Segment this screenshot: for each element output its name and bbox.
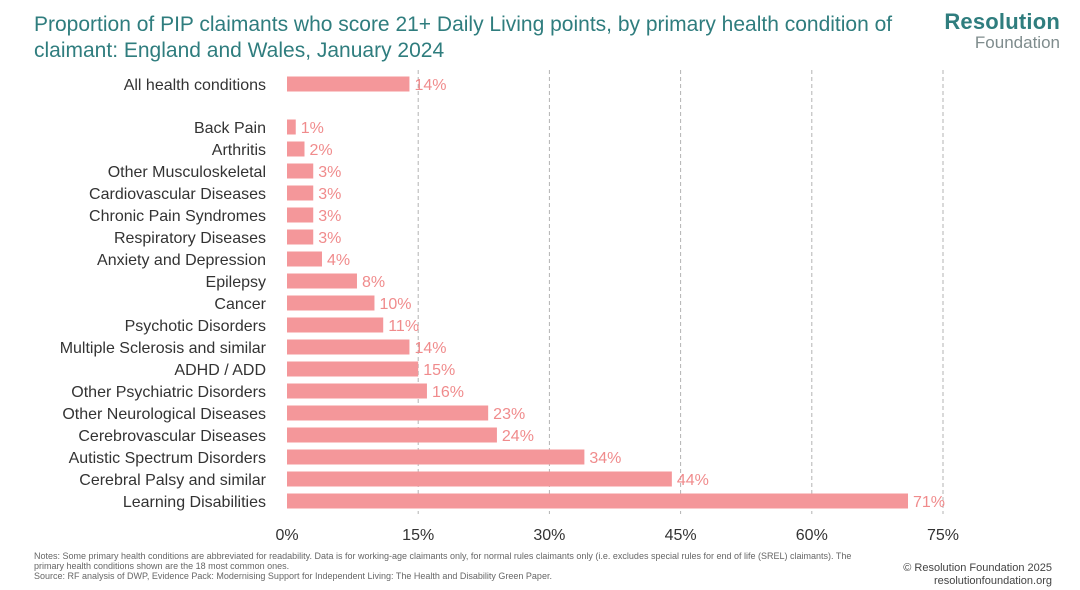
bar <box>287 471 672 487</box>
category-label: Other Musculoskeletal <box>108 164 266 181</box>
category-label: Psychotic Disorders <box>125 318 266 335</box>
category-label: Other Neurological Diseases <box>62 406 266 423</box>
bar <box>287 185 314 201</box>
footnotes: Notes: Some primary health conditions ar… <box>34 551 874 581</box>
category-label: Cardiovascular Diseases <box>89 186 266 203</box>
data-label: 44% <box>677 472 709 489</box>
website-text: resolutionfoundation.org <box>933 575 1052 587</box>
bar <box>287 273 357 289</box>
data-label: 4% <box>327 252 350 269</box>
source-text: Source: RF analysis of DWP, Evidence Pac… <box>34 571 552 581</box>
category-label: Respiratory Diseases <box>114 230 266 247</box>
data-label: 3% <box>318 186 341 203</box>
bar <box>287 119 296 135</box>
bar <box>287 76 410 92</box>
data-label: 24% <box>502 428 534 445</box>
bar <box>287 251 322 267</box>
resolution-foundation-logo: Resolution Foundation <box>944 10 1060 52</box>
logo-word-foundation: Foundation <box>974 33 1060 52</box>
x-tick-label: 0% <box>275 527 298 544</box>
bar <box>287 427 497 443</box>
bar <box>287 207 314 223</box>
data-label: 14% <box>414 77 446 94</box>
copyright-text: © Resolution Foundation 2025 <box>903 562 1052 574</box>
data-label: 71% <box>913 494 945 511</box>
category-label: Cancer <box>214 296 266 313</box>
x-tick-label: 30% <box>533 527 565 544</box>
x-tick-label: 45% <box>665 527 697 544</box>
data-label: 15% <box>423 362 455 379</box>
category-label: ADHD / ADD <box>174 362 266 379</box>
category-label: Other Psychiatric Disorders <box>71 384 266 401</box>
bar <box>287 339 410 355</box>
data-label: 1% <box>301 120 324 137</box>
category-label: Chronic Pain Syndromes <box>89 208 266 225</box>
logo-word-resolution: Resolution <box>944 9 1060 34</box>
category-label: Multiple Sclerosis and similar <box>60 340 267 357</box>
data-label: 3% <box>318 208 341 225</box>
bar <box>287 295 375 311</box>
copyright-block: © Resolution Foundation 2025 resolutionf… <box>903 562 1052 588</box>
category-label: Anxiety and Depression <box>97 252 266 269</box>
data-label: 2% <box>309 142 332 159</box>
category-label: Cerebrovascular Diseases <box>78 428 266 445</box>
bar <box>287 229 314 245</box>
x-tick-label: 60% <box>796 527 828 544</box>
category-label: Back Pain <box>194 120 266 137</box>
notes-text: Notes: Some primary health conditions ar… <box>34 551 852 571</box>
data-label: 8% <box>362 274 385 291</box>
data-label: 23% <box>493 406 525 423</box>
category-label: Learning Disabilities <box>123 494 266 511</box>
bar <box>287 383 427 399</box>
data-label: 16% <box>432 384 464 401</box>
data-label: 3% <box>318 164 341 181</box>
category-label: All health conditions <box>124 77 266 94</box>
bar <box>287 405 489 421</box>
bar <box>287 361 419 377</box>
data-label: 11% <box>388 318 419 335</box>
data-label: 10% <box>379 296 411 313</box>
x-tick-label: 15% <box>402 527 434 544</box>
category-label: Epilepsy <box>206 274 266 291</box>
x-tick-label: 75% <box>927 527 959 544</box>
bar <box>287 493 909 509</box>
bar <box>287 449 585 465</box>
data-label: 3% <box>318 230 341 247</box>
category-label: Autistic Spectrum Disorders <box>69 450 266 467</box>
data-label: 34% <box>589 450 621 467</box>
bar <box>287 317 384 333</box>
data-label: 14% <box>414 340 446 357</box>
bar <box>287 141 305 157</box>
category-label: Arthritis <box>212 142 266 159</box>
chart-title: Proportion of PIP claimants who score 21… <box>34 13 893 62</box>
category-label: Cerebral Palsy and similar <box>79 472 266 489</box>
bar <box>287 163 314 179</box>
